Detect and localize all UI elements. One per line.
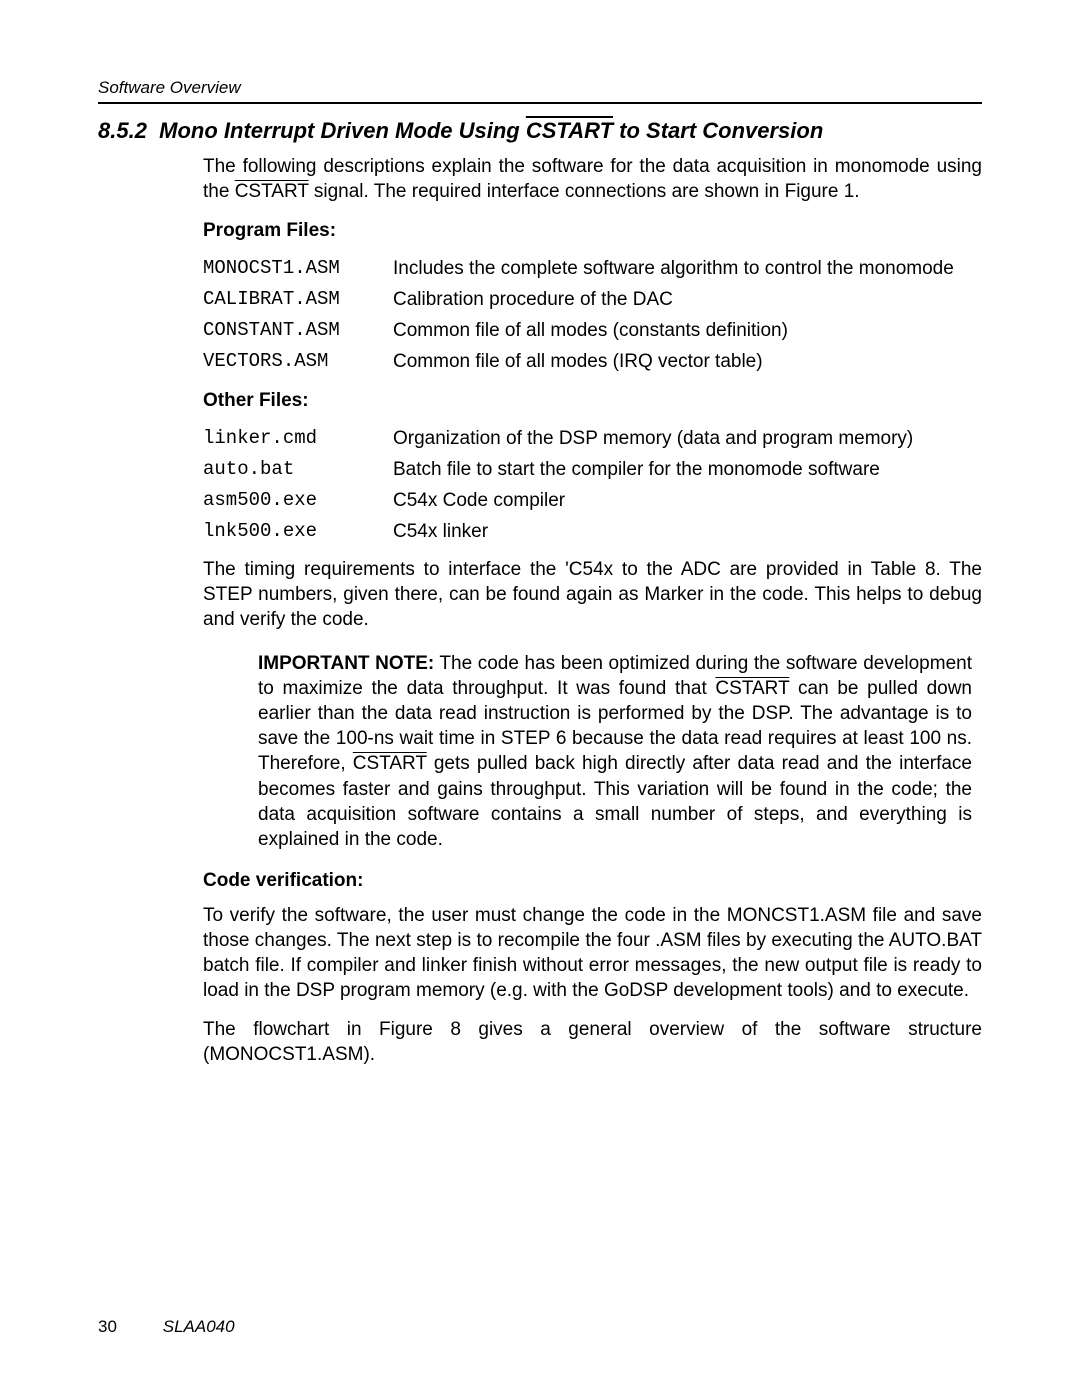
running-header: Software Overview xyxy=(98,78,982,98)
timing-para: The timing requirements to interface the… xyxy=(203,557,982,632)
file-desc: Common file of all modes (IRQ vector tab… xyxy=(393,346,954,377)
table-row: MONOCST1.ASM Includes the complete softw… xyxy=(203,253,954,284)
important-note: IMPORTANT NOTE: The code has been optimi… xyxy=(258,651,972,852)
code-verification-para2: The flowchart in Figure 8 gives a genera… xyxy=(203,1017,982,1067)
code-verification-para1: To verify the software, the user must ch… xyxy=(203,903,982,1003)
file-desc: Calibration procedure of the DAC xyxy=(393,284,954,315)
section-heading: 8.5.2 Mono Interrupt Driven Mode Using C… xyxy=(98,118,982,144)
table-row: CONSTANT.ASM Common file of all modes (c… xyxy=(203,315,954,346)
page-footer: 30 SLAA040 xyxy=(98,1317,235,1337)
file-desc: Batch file to start the compiler for the… xyxy=(393,454,913,485)
file-name: MONOCST1.ASM xyxy=(203,253,393,284)
program-files-table: MONOCST1.ASM Includes the complete softw… xyxy=(203,253,954,377)
other-files-table: linker.cmd Organization of the DSP memor… xyxy=(203,423,913,547)
table-row: lnk500.exe C54x linker xyxy=(203,516,913,547)
section-title-pre: Mono Interrupt Driven Mode Using xyxy=(159,118,526,143)
file-desc: Common file of all modes (constants defi… xyxy=(393,315,954,346)
table-row: VECTORS.ASM Common file of all modes (IR… xyxy=(203,346,954,377)
table-row: asm500.exe C54x Code compiler xyxy=(203,485,913,516)
intro-cstart: CSTART xyxy=(235,181,309,202)
file-name: auto.bat xyxy=(203,454,393,485)
file-name: CALIBRAT.ASM xyxy=(203,284,393,315)
doc-id: SLAA040 xyxy=(163,1317,235,1336)
body-block: The following descriptions explain the s… xyxy=(203,154,982,1067)
file-name: lnk500.exe xyxy=(203,516,393,547)
file-desc: C54x Code compiler xyxy=(393,485,913,516)
file-name: asm500.exe xyxy=(203,485,393,516)
intro-post: signal. The required interface connectio… xyxy=(309,181,860,202)
note-lead: IMPORTANT NOTE: xyxy=(258,653,434,674)
file-desc: Includes the complete software algorithm… xyxy=(393,253,954,284)
section-number: 8.5.2 xyxy=(98,118,147,143)
note-cstart-2: CSTART xyxy=(353,753,427,774)
table-row: auto.bat Batch file to start the compile… xyxy=(203,454,913,485)
file-desc: C54x linker xyxy=(393,516,913,547)
header-rule xyxy=(98,102,982,104)
file-desc: Organization of the DSP memory (data and… xyxy=(393,423,913,454)
page-number: 30 xyxy=(98,1317,158,1337)
program-files-heading: Program Files: xyxy=(203,218,982,243)
table-row: CALIBRAT.ASM Calibration procedure of th… xyxy=(203,284,954,315)
file-name: CONSTANT.ASM xyxy=(203,315,393,346)
file-name: linker.cmd xyxy=(203,423,393,454)
section-title-post: to Start Conversion xyxy=(613,118,823,143)
code-verification-heading: Code verification: xyxy=(203,868,982,893)
table-row: linker.cmd Organization of the DSP memor… xyxy=(203,423,913,454)
file-name: VECTORS.ASM xyxy=(203,346,393,377)
page: Software Overview 8.5.2 Mono Interrupt D… xyxy=(0,0,1080,1397)
note-cstart-1: CSTART xyxy=(715,678,789,699)
intro-para: The following descriptions explain the s… xyxy=(203,154,982,204)
other-files-heading: Other Files: xyxy=(203,388,982,413)
section-title-cstart: CSTART xyxy=(526,118,613,143)
